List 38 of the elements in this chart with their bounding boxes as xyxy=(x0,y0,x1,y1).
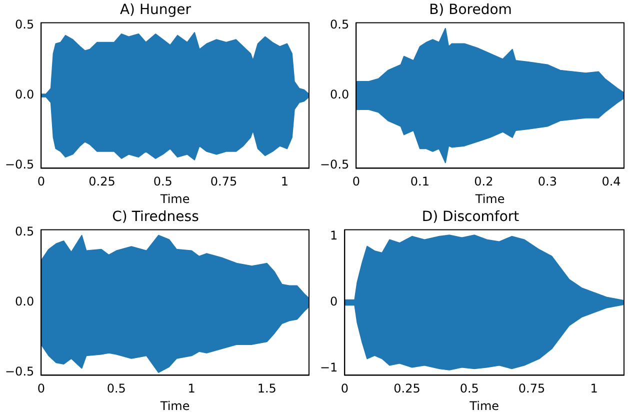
y-tick-label: 0.0 xyxy=(15,294,34,309)
x-axis-title: Time xyxy=(468,398,500,413)
y-tick-label: 0.5 xyxy=(15,224,34,239)
x-tick-label: 0.5 xyxy=(106,382,126,396)
x-axis-title: Time xyxy=(474,192,505,206)
x-axis-title: Time xyxy=(159,398,190,413)
y-tick-label: 0.5 xyxy=(330,18,350,32)
x-tick-label: 1 xyxy=(188,382,196,396)
y-tick-label: 0.0 xyxy=(330,88,350,102)
x-tick-label: 1 xyxy=(280,174,288,189)
x-tick-label: 1.5 xyxy=(257,382,276,396)
x-tick-label: 0.5 xyxy=(460,382,479,396)
y-tick-label: 1 xyxy=(330,228,338,243)
x-axis-title: Time xyxy=(159,192,190,206)
x-tick-label: 0 xyxy=(37,174,45,189)
x-tick-label: 1 xyxy=(590,382,598,396)
chart-title: B) Boredom xyxy=(429,2,512,18)
x-tick-label: 0.5 xyxy=(153,174,172,189)
x-tick-label: 0.75 xyxy=(210,174,238,189)
x-tick-label: 0.25 xyxy=(394,382,420,396)
x-tick-label: 0.75 xyxy=(518,382,546,396)
chart-title: A) Hunger xyxy=(120,2,192,18)
y-tick-label: −0.5 xyxy=(320,158,350,172)
y-tick-label: 0 xyxy=(330,294,338,309)
y-tick-label: −0.5 xyxy=(5,364,34,379)
x-tick-label: 0 xyxy=(352,174,360,189)
x-tick-label: 0 xyxy=(37,382,45,396)
y-tick-label: −1 xyxy=(320,360,338,375)
x-tick-label: 0.2 xyxy=(474,174,494,189)
chart-title: C) Tiredness xyxy=(112,209,199,226)
x-tick-label: 0.1 xyxy=(410,174,430,189)
x-tick-label: 0.4 xyxy=(602,174,621,189)
y-tick-label: −0.5 xyxy=(5,158,34,172)
chart-title: D) Discomfort xyxy=(422,209,520,226)
x-tick-label: 0.3 xyxy=(538,174,558,189)
x-tick-label: 0.25 xyxy=(88,174,116,189)
y-tick-label: 0.0 xyxy=(15,88,34,102)
y-tick-label: 0.5 xyxy=(15,18,34,32)
